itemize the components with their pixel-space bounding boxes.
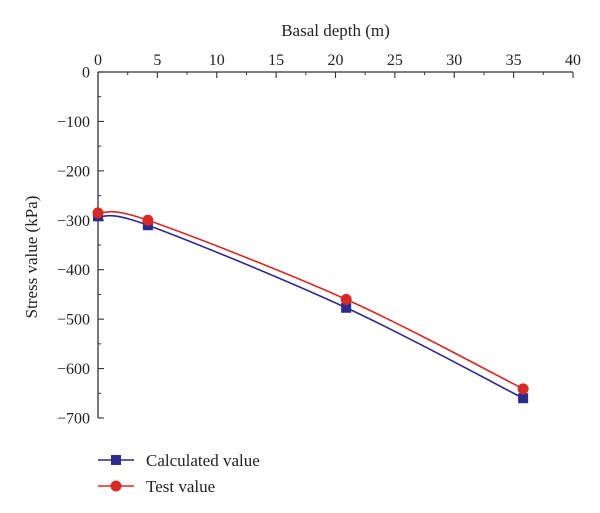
x-tick-label: 0 [94, 52, 102, 69]
x-tick-label: 5 [153, 52, 161, 69]
x-axis-title: Basal depth (m) [281, 21, 390, 40]
x-tick-label: 40 [565, 52, 581, 69]
y-tick-label: −400 [57, 262, 90, 279]
y-tick-label: −700 [57, 411, 90, 428]
data-point-test-value [340, 293, 352, 305]
series-line-calculated-value [97, 214, 524, 399]
y-tick-label: −300 [57, 213, 90, 230]
legend-label-test-value: Test value [146, 477, 215, 496]
x-tick-label: 15 [268, 52, 284, 69]
data-point-test-value [142, 214, 154, 226]
y-tick-label: −600 [57, 361, 90, 378]
x-tick-label: 25 [387, 52, 403, 69]
data-point-calculated-value [341, 302, 352, 313]
legend-marker-test-value [110, 480, 122, 492]
data-point-test-value [92, 207, 104, 219]
legend-marker-calculated-value [111, 455, 121, 465]
chart-series-layer [92, 207, 529, 404]
legend-item-test-value: Test value [98, 477, 215, 496]
y-tick-label: 0 [82, 65, 90, 82]
chart-axes: 0 5 10 15 20 25 30 35 40 0 −100 −200 −300 −400 −500 −60… [57, 52, 581, 428]
x-tick-label: 20 [328, 52, 344, 69]
y-tick-label: −100 [57, 114, 90, 131]
series-test-value [92, 207, 529, 395]
legend-label-calculated-value: Calculated value [146, 451, 260, 470]
x-tick-label: 10 [209, 52, 225, 69]
legend-item-calculated-value: Calculated value [98, 451, 260, 470]
x-tick-label: 35 [506, 52, 522, 69]
data-point-test-value [517, 383, 529, 395]
data-point-calculated-value [518, 393, 529, 404]
legend: Calculated value Test value [98, 451, 260, 496]
series-calculated-value [93, 211, 529, 404]
series-line-test-value [97, 210, 524, 390]
x-tick-label: 30 [446, 52, 462, 69]
y-axis-title: Stress value (kPa) [22, 196, 41, 319]
y-tick-label: −200 [57, 163, 90, 180]
y-tick-label: −500 [57, 312, 90, 329]
